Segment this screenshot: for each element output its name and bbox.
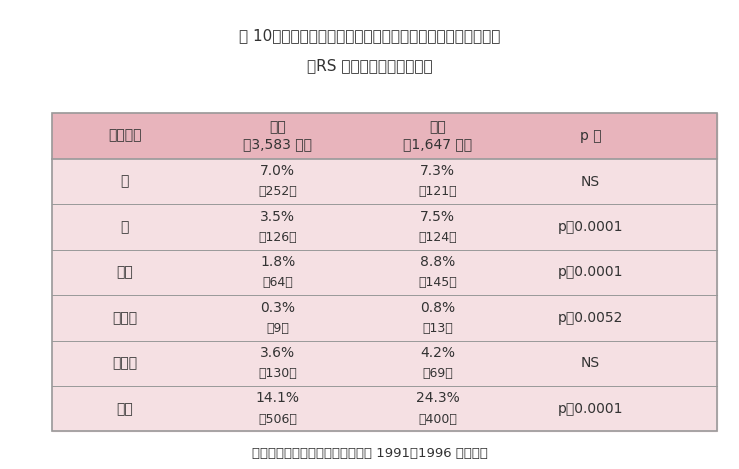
Bar — [52, 340, 717, 386]
Text: その他: その他 — [112, 356, 137, 371]
Text: 直腸
（1,647 例）: 直腸 （1,647 例） — [403, 121, 472, 151]
Text: （130）: （130） — [259, 367, 297, 380]
Text: 0.8%: 0.8% — [420, 301, 455, 315]
Text: 再発部位: 再発部位 — [108, 129, 142, 143]
Bar — [52, 113, 717, 159]
Text: （9）: （9） — [267, 322, 289, 335]
Bar — [52, 204, 717, 250]
Text: 3.6%: 3.6% — [260, 346, 296, 360]
Text: 局所: 局所 — [117, 265, 133, 280]
Text: （506）: （506） — [259, 413, 297, 425]
Text: 8.8%: 8.8% — [420, 255, 455, 269]
Bar — [52, 113, 717, 431]
Text: 吻合部: 吻合部 — [112, 311, 137, 325]
Text: NS: NS — [581, 356, 600, 371]
Text: p＜0.0001: p＜0.0001 — [558, 402, 623, 416]
Text: （RS は結腸癌として集計）: （RS は結腸癌として集計） — [307, 58, 432, 73]
Text: （大腸癌研究会プロジェクト研究 1991〜1996 年症例）: （大腸癌研究会プロジェクト研究 1991〜1996 年症例） — [251, 447, 488, 460]
Text: （400）: （400） — [418, 413, 457, 425]
Text: （124）: （124） — [418, 231, 457, 244]
Text: （126）: （126） — [259, 231, 297, 244]
Text: 0.3%: 0.3% — [260, 301, 296, 315]
Text: （69）: （69） — [422, 367, 453, 380]
Text: p＜0.0001: p＜0.0001 — [558, 220, 623, 234]
Text: 24.3%: 24.3% — [415, 392, 460, 405]
Text: p＜0.0001: p＜0.0001 — [558, 265, 623, 280]
Bar — [52, 159, 717, 204]
Text: 結腸
（3,583 例）: 結腸 （3,583 例） — [243, 121, 313, 151]
Text: （64）: （64） — [262, 276, 293, 289]
Text: 表 10　結腸癌・直腸癌における初発再発部位別再発率の比較: 表 10 結腸癌・直腸癌における初発再発部位別再発率の比較 — [239, 28, 500, 43]
Text: （252）: （252） — [259, 185, 297, 198]
Text: （121）: （121） — [418, 185, 457, 198]
Text: 肺: 肺 — [120, 220, 129, 234]
Text: （145）: （145） — [418, 276, 457, 289]
Text: p＝0.0052: p＝0.0052 — [558, 311, 623, 325]
Text: 7.5%: 7.5% — [420, 210, 455, 224]
Text: 7.3%: 7.3% — [420, 164, 455, 178]
Text: p 値: p 値 — [579, 129, 602, 143]
Text: 3.5%: 3.5% — [260, 210, 296, 224]
Bar — [52, 250, 717, 295]
Text: （13）: （13） — [422, 322, 453, 335]
Text: 7.0%: 7.0% — [260, 164, 296, 178]
Bar — [52, 386, 717, 431]
Text: 4.2%: 4.2% — [420, 346, 455, 360]
Text: 1.8%: 1.8% — [260, 255, 296, 269]
Text: 肝: 肝 — [120, 174, 129, 189]
Bar — [52, 295, 717, 340]
Text: 全体: 全体 — [117, 402, 133, 416]
Text: NS: NS — [581, 174, 600, 189]
Text: 14.1%: 14.1% — [256, 392, 300, 405]
